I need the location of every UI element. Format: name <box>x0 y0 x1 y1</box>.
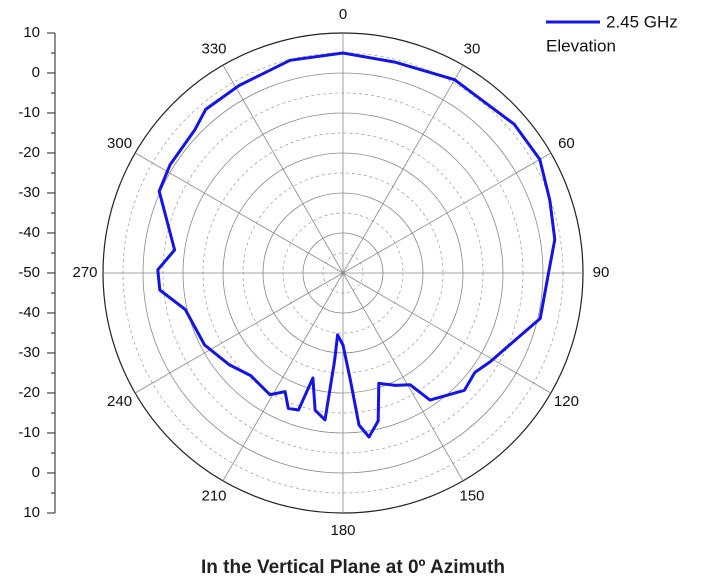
angle-tick-label: 270 <box>72 264 97 281</box>
angle-tick-label: 150 <box>459 487 484 504</box>
radial-grid-line <box>222 272 344 482</box>
r-tick-label: -50 <box>18 264 40 281</box>
radial-grid-line <box>134 272 344 394</box>
chart-title: In the Vertical Plane at 0º Azimuth <box>201 557 505 578</box>
r-tick-label: -10 <box>18 104 40 121</box>
angle-tick-label: 240 <box>107 393 132 410</box>
r-tick-label: -20 <box>18 384 40 401</box>
r-tick-label: 0 <box>32 464 40 481</box>
series-line <box>156 51 557 439</box>
radial-grid-line <box>222 64 344 274</box>
r-tick-label: 10 <box>23 24 40 41</box>
angle-tick-label: 180 <box>330 522 355 539</box>
legend-label: 2.45 GHz <box>606 12 678 31</box>
radial-grid-line <box>342 272 464 482</box>
legend-note: Elevation <box>546 36 616 55</box>
r-tick-label: 10 <box>23 504 40 521</box>
r-tick-label: -40 <box>18 224 40 241</box>
angle-tick-label: 210 <box>201 487 226 504</box>
r-tick-label: -40 <box>18 304 40 321</box>
angle-tick-label: 0 <box>339 6 347 23</box>
angle-tick-label: 90 <box>593 264 610 281</box>
radial-grid-line <box>342 152 552 274</box>
r-tick-label: -30 <box>18 184 40 201</box>
r-tick-label: -10 <box>18 424 40 441</box>
r-tick-label: -30 <box>18 344 40 361</box>
angle-tick-label: 300 <box>107 135 132 152</box>
r-tick-label: -20 <box>18 144 40 161</box>
angle-tick-label: 30 <box>464 41 481 58</box>
angle-tick-label: 120 <box>554 393 579 410</box>
r-tick-label: 0 <box>32 64 40 81</box>
radial-grid-line <box>134 152 344 274</box>
angle-tick-label: 330 <box>201 41 226 58</box>
radial-grid-line <box>342 64 464 274</box>
radial-grid-line <box>342 272 552 394</box>
angle-tick-label: 60 <box>558 135 575 152</box>
